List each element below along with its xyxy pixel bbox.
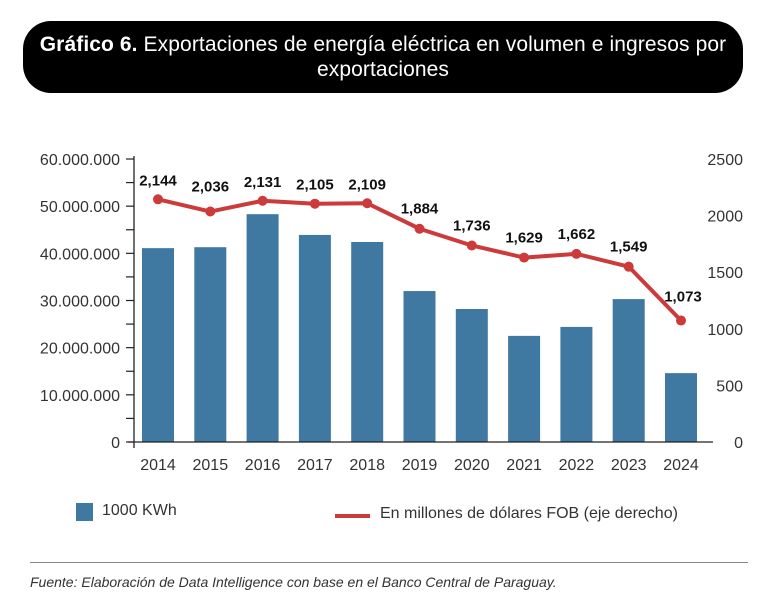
right-axis-tick-label: 0 <box>734 435 743 452</box>
line-point-2015 <box>205 206 216 217</box>
chart-title-banner: Gráfico 6. Exportaciones de energía eléc… <box>23 21 743 93</box>
x-tick-label: 2023 <box>611 457 647 474</box>
bar-2019 <box>403 291 436 442</box>
right-axis-tick-label: 2000 <box>707 209 743 226</box>
bar-2020 <box>455 308 488 442</box>
source-note: Fuente: Elaboración de Data Intelligence… <box>30 574 557 590</box>
line-data-label: 2,131 <box>244 174 282 191</box>
line-point-2018 <box>362 198 373 209</box>
line-data-label: 2,105 <box>296 177 334 194</box>
bar-2017 <box>298 234 331 442</box>
bar-2023 <box>612 299 645 442</box>
left-axis-tick-label: 40.000.000 <box>40 246 120 263</box>
legend-line-label: En millones de dólares FOB (eje derecho) <box>380 505 678 522</box>
x-axis: 2014 2015 2016 2017 2018 2019 2020 2021 2022 2023… <box>128 441 713 474</box>
line-point-2019 <box>414 223 425 234</box>
line-data-label: 1,629 <box>505 230 543 247</box>
right-axis-tick-label: 500 <box>716 378 743 395</box>
line-point-2024 <box>676 315 686 326</box>
line-series: 2,144 2,036 2,131 2,105 2,109 1,884 1,736 1,629… <box>139 172 702 326</box>
line-data-label: 1,073 <box>664 289 702 306</box>
x-tick-label: 2022 <box>559 457 595 474</box>
line-point-2023 <box>623 261 634 272</box>
bar-2024 <box>665 373 697 442</box>
line-data-label: 2,109 <box>348 176 386 193</box>
right-axis-tick-label: 1000 <box>707 322 743 339</box>
line-data-label: 2,036 <box>192 179 230 196</box>
left-axis-tick-label: 60.000.000 <box>40 152 120 169</box>
x-tick-label: 2018 <box>349 457 385 474</box>
x-tick-label: 2020 <box>454 457 490 474</box>
left-axis-tick-label: 50.000.000 <box>40 199 120 216</box>
left-axis-tick-label: 0 <box>111 435 120 452</box>
bar-2014 <box>142 248 174 442</box>
line-point-2022 <box>571 248 582 259</box>
line-point-2014 <box>153 194 163 205</box>
x-tick-label: 2015 <box>193 457 229 474</box>
chart-title-number: Gráfico 6. <box>39 33 138 56</box>
line-point-2020 <box>466 240 477 251</box>
line-data-label: 1,884 <box>401 201 439 218</box>
line-data-label: 1,549 <box>610 239 648 256</box>
bar-2015 <box>194 247 227 442</box>
x-tick-label: 2019 <box>402 457 438 474</box>
left-axis: 0 10.000.000 20.000.000 30.000.000 40.000.00… <box>40 152 135 452</box>
bar-series <box>142 214 697 442</box>
line-data-label: 1,662 <box>558 226 596 243</box>
combo-chart: 0 10.000.000 20.000.000 30.000.000 40.000.00… <box>40 152 743 474</box>
right-axis-tick-label: 2500 <box>707 152 743 169</box>
bar-2018 <box>351 242 384 442</box>
legend-line-swatch <box>335 514 370 518</box>
x-tick-label: 2014 <box>140 457 176 474</box>
bar-2022 <box>560 326 593 442</box>
x-tick-label: 2021 <box>506 457 542 474</box>
left-axis-tick-label: 20.000.000 <box>40 341 120 358</box>
left-axis-tick-label: 30.000.000 <box>40 294 120 311</box>
bar-2016 <box>246 214 279 442</box>
line-point-2016 <box>257 195 268 206</box>
x-tick-label: 2016 <box>245 457 281 474</box>
legend-bar-label: 1000 KWh <box>102 502 177 519</box>
x-tick-label: 2024 <box>663 457 699 474</box>
line-data-label: 1,736 <box>453 217 491 234</box>
line-point-2017 <box>309 198 320 209</box>
footer-divider <box>30 562 748 563</box>
line-data-label: 2,144 <box>139 172 177 189</box>
left-axis-tick-label: 10.000.000 <box>40 388 120 405</box>
bar-2021 <box>508 335 541 442</box>
line-point-2021 <box>519 252 530 263</box>
right-axis-tick-label: 1500 <box>707 265 743 282</box>
x-tick-label: 2017 <box>297 457 333 474</box>
right-axis: 0 500 1000 1500 2000 2500 <box>707 152 743 452</box>
chart-title-text: Exportaciones de energía eléctrica en vo… <box>137 33 727 81</box>
legend-bar-swatch <box>76 503 93 521</box>
